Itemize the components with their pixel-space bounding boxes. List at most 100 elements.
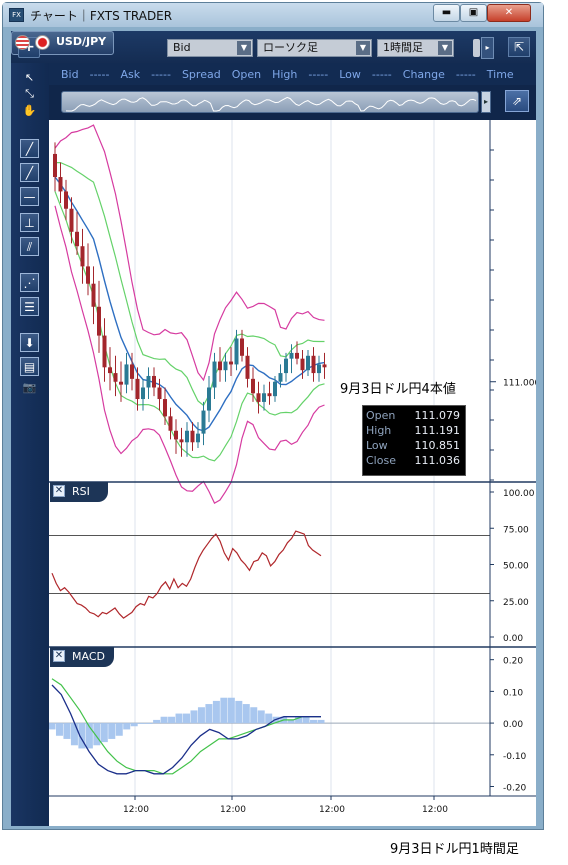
ohlc-value: 111.079	[414, 409, 461, 422]
horizontal-line-tool-icon[interactable]: —	[20, 187, 39, 206]
chevron-down-icon: ▼	[237, 41, 251, 55]
candle-body	[185, 430, 189, 443]
fan-tool-icon[interactable]: ⋰	[20, 273, 39, 292]
timeframe-select[interactable]: 1時間足 ▼	[377, 39, 454, 57]
candle-body	[267, 393, 272, 397]
overview-sparkline	[65, 96, 477, 112]
candle-body	[113, 373, 118, 382]
toolbar-scroll-track[interactable]	[473, 39, 480, 57]
macd-histogram-bar	[265, 713, 273, 724]
chart-toolbar: + USD/JPY Bid ▼ ローソク足 ▼ 1時間足 ▼ ▸ ⇱	[11, 31, 536, 63]
rsi-line	[51, 530, 322, 619]
candle-body	[300, 358, 305, 371]
toolbar-scroll-right-button[interactable]: ▸	[481, 37, 494, 59]
rsi-tick-label: 50.00	[503, 562, 529, 572]
macd-histogram-bar	[108, 723, 116, 739]
candle-body	[289, 352, 294, 359]
close-macd-icon[interactable]: ✕	[53, 650, 65, 662]
auto-scroll-button[interactable]: ⇗	[505, 90, 529, 112]
fibonacci-tool-icon[interactable]: ☰	[20, 297, 39, 316]
cursor-tool-icon[interactable]: ↖	[24, 71, 35, 84]
price-type-select[interactable]: Bid ▼	[167, 39, 253, 57]
crosshair-tool-icon[interactable]: ⤡	[25, 87, 34, 100]
vertical-line-tool-icon[interactable]: ⊥	[20, 213, 39, 232]
macd-histogram-bar	[160, 716, 168, 724]
candle-body	[135, 378, 140, 400]
candle-body	[108, 367, 112, 374]
time-tick-label: 12:00	[422, 805, 448, 815]
macd-histogram-bar	[78, 723, 86, 749]
macd-panel-header: ✕ MACD	[50, 647, 114, 667]
bollinger-upper-1sigma	[55, 161, 325, 407]
bottom-caption: 9月3日ドル円1時間足	[390, 842, 519, 857]
macd-histogram-bar	[100, 723, 108, 743]
quote-bar: ▸ ⇗	[49, 85, 536, 120]
chart-type-select[interactable]: ローソク足 ▼	[257, 39, 372, 57]
title-bar[interactable]: FX チャート｜FXTS TRADER ▬ ▣ ✕	[3, 3, 543, 27]
chevron-down-icon: ▼	[438, 41, 452, 55]
candle-body	[157, 387, 162, 400]
time-tick-label: 12:00	[123, 805, 149, 815]
candle-body	[218, 361, 222, 371]
rsi-tick-label: 75.00	[503, 525, 529, 535]
macd-histogram-bar	[85, 723, 93, 749]
price-type-value: Bid	[173, 41, 191, 54]
quote-label-bid: Bid	[61, 68, 79, 81]
ohlc-open-row: Open 111.079	[366, 409, 464, 422]
quote-label-change: Change	[402, 68, 445, 81]
candle-body	[124, 364, 129, 385]
bollinger-bands	[54, 124, 325, 504]
quote-placeholder: -----	[371, 68, 392, 81]
macd-histogram-bar	[287, 719, 295, 724]
quote-placeholder: -----	[89, 68, 110, 81]
minimize-button[interactable]: ▬	[433, 4, 460, 22]
trend-line-tool-icon[interactable]: ╱	[20, 139, 39, 158]
macd-histogram-bar	[153, 719, 161, 724]
macd-histogram-bar	[295, 716, 303, 724]
macd-histogram-bar	[115, 723, 123, 736]
candle-body	[284, 358, 288, 374]
macd-histogram-bar	[235, 700, 243, 724]
price-label: 111.000	[503, 379, 536, 389]
channel-tool-icon[interactable]: ⫽	[20, 237, 39, 256]
macd-label: MACD	[72, 650, 105, 663]
candle-body	[278, 373, 283, 382]
macd-histogram-bar	[190, 710, 198, 724]
maximize-button[interactable]: ▣	[460, 4, 487, 22]
navigator-handle[interactable]: ▸	[481, 91, 491, 113]
bollinger-lower-2sigma	[54, 205, 325, 504]
macd-histogram-bar	[145, 723, 153, 724]
macd-histogram-bar	[205, 704, 213, 724]
quote-label-open: Open	[231, 68, 262, 81]
close-button[interactable]: ✕	[487, 4, 531, 22]
list-icon[interactable]: ▤	[20, 357, 39, 376]
close-rsi-icon[interactable]: ✕	[53, 485, 65, 497]
ohlc-label: Open	[366, 409, 396, 422]
macd-tick-label: -0.20	[503, 783, 527, 793]
candle-body	[262, 393, 266, 402]
timeframe-value: 1時間足	[383, 41, 423, 54]
candle-body	[163, 399, 167, 417]
macd-histogram-bar	[70, 723, 78, 746]
candle-body	[141, 387, 145, 400]
candle-body	[256, 393, 261, 402]
download-icon[interactable]: ⬇	[20, 333, 39, 352]
ohlc-value: 111.191	[414, 424, 461, 437]
candle-body	[234, 338, 239, 365]
price-overview-navigator[interactable]	[61, 91, 479, 113]
candle-body	[152, 375, 156, 388]
candle-body	[174, 430, 178, 440]
app-icon: FX	[9, 8, 24, 22]
candle-body	[53, 153, 57, 178]
detach-chart-button[interactable]: ⇱	[508, 37, 530, 57]
camera-icon[interactable]: 📷	[22, 381, 37, 394]
ohlc-low-row: Low 110.851	[366, 439, 464, 452]
hand-tool-icon[interactable]: ✋	[22, 104, 37, 117]
candle-body	[273, 381, 277, 397]
macd-tick-label: 0.00	[503, 720, 523, 730]
quote-placeholder: -----	[308, 68, 329, 81]
ray-line-tool-icon[interactable]: ╱	[20, 163, 39, 182]
candle-body	[251, 378, 255, 394]
candle-body	[322, 364, 327, 368]
candle-body	[306, 355, 310, 371]
